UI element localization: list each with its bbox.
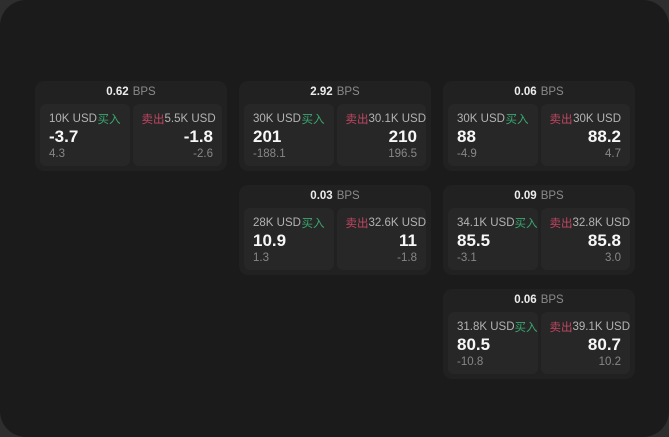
quote-card[interactable]: 0.06 BPS 31.8K USD 买入 80.5 -10.8 卖出 39.1… — [443, 289, 635, 379]
sell-sub-value: 196.5 — [388, 148, 417, 160]
bps-unit-label: BPS — [132, 86, 156, 98]
bps-unit-label: BPS — [336, 190, 360, 202]
bps-unit-label: BPS — [540, 294, 564, 306]
bps-value: 0.03 — [310, 190, 333, 202]
card-body: 30K USD 买入 201 -188.1 卖出 30.1K USD 210 1… — [244, 104, 426, 166]
buy-tag-label: 买入 — [301, 114, 325, 126]
buy-sub-value: -4.9 — [457, 148, 477, 160]
buy-panel[interactable]: 30K USD 买入 88 -4.9 — [448, 104, 538, 166]
card-header: 0.06 BPS — [448, 289, 630, 312]
bps-unit-label: BPS — [540, 190, 564, 202]
bps-value: 0.06 — [514, 86, 537, 98]
sell-price-value: 80.7 — [587, 335, 621, 355]
sell-panel[interactable]: 卖出 39.1K USD 80.7 10.2 — [540, 312, 631, 374]
sell-tag-label: 卖出 — [549, 322, 573, 334]
sell-price-value: 88.2 — [587, 127, 621, 147]
bps-value: 2.92 — [310, 86, 333, 98]
card-body: 28K USD 买入 10.9 1.3 卖出 32.6K USD 11 -1.8 — [244, 208, 426, 270]
sell-amount-label: 30.1K USD — [368, 113, 427, 125]
card-body: 30K USD 买入 88 -4.9 卖出 30K USD 88.2 4.7 — [448, 104, 630, 166]
bps-value: 0.09 — [514, 190, 537, 202]
sell-amount-label: 30K USD — [573, 113, 621, 125]
sell-price-value: 11 — [399, 231, 417, 251]
buy-price-value: -3.7 — [49, 127, 79, 147]
buy-sub-value: 1.3 — [253, 252, 269, 264]
bps-unit-label: BPS — [540, 86, 564, 98]
bps-unit-label: BPS — [336, 86, 360, 98]
sell-tag-label: 卖出 — [549, 218, 573, 230]
sell-sub-value: 10.2 — [598, 356, 621, 368]
buy-amount-label: 10K USD — [49, 113, 97, 125]
sell-price-value: 85.8 — [587, 231, 621, 251]
sell-sub-value: -2.6 — [193, 148, 213, 160]
buy-tag-label: 买入 — [514, 322, 538, 334]
sell-tag-label: 卖出 — [345, 218, 369, 230]
sell-amount-label: 32.6K USD — [368, 217, 427, 229]
sell-tag-label: 卖出 — [345, 114, 369, 126]
sell-amount-label: 5.5K USD — [164, 113, 216, 125]
quote-card[interactable]: 0.06 BPS 30K USD 买入 88 -4.9 卖出 30K USD 8… — [443, 81, 635, 171]
sell-price-value: 210 — [388, 127, 417, 147]
card-body: 31.8K USD 买入 80.5 -10.8 卖出 39.1K USD 80.… — [448, 312, 630, 374]
buy-price-value: 201 — [253, 127, 282, 147]
buy-price-value: 88 — [457, 127, 476, 147]
card-header: 0.06 BPS — [448, 81, 630, 104]
buy-tag-label: 买入 — [97, 114, 121, 126]
buy-amount-label: 30K USD — [457, 113, 505, 125]
buy-price-value: 85.5 — [457, 231, 491, 251]
sell-tag-label: 卖出 — [549, 114, 573, 126]
buy-tag-label: 买入 — [514, 218, 538, 230]
sell-panel[interactable]: 卖出 5.5K USD -1.8 -2.6 — [132, 104, 222, 166]
sell-panel[interactable]: 卖出 32.8K USD 85.8 3.0 — [540, 208, 631, 270]
buy-sub-value: -3.1 — [457, 252, 477, 264]
card-header: 0.03 BPS — [244, 185, 426, 208]
sell-sub-value: -1.8 — [397, 252, 417, 264]
buy-amount-label: 28K USD — [253, 217, 301, 229]
buy-panel[interactable]: 28K USD 买入 10.9 1.3 — [244, 208, 334, 270]
buy-panel[interactable]: 31.8K USD 买入 80.5 -10.8 — [448, 312, 538, 374]
card-header: 2.92 BPS — [244, 81, 426, 104]
sell-panel[interactable]: 卖出 30K USD 88.2 4.7 — [540, 104, 630, 166]
buy-panel[interactable]: 34.1K USD 买入 85.5 -3.1 — [448, 208, 538, 270]
buy-amount-label: 34.1K USD — [457, 217, 515, 229]
buy-amount-label: 30K USD — [253, 113, 301, 125]
sell-tag-label: 卖出 — [141, 114, 165, 126]
sell-sub-value: 4.7 — [605, 148, 621, 160]
sell-amount-label: 39.1K USD — [572, 321, 631, 333]
buy-sub-value: 4.3 — [49, 148, 65, 160]
quote-card[interactable]: 2.92 BPS 30K USD 买入 201 -188.1 卖出 30.1K … — [239, 81, 431, 171]
card-body: 10K USD 买入 -3.7 4.3 卖出 5.5K USD -1.8 -2.… — [40, 104, 222, 166]
quote-card[interactable]: 0.09 BPS 34.1K USD 买入 85.5 -3.1 卖出 32.8K… — [443, 185, 635, 275]
card-body: 34.1K USD 买入 85.5 -3.1 卖出 32.8K USD 85.8… — [448, 208, 630, 270]
buy-tag-label: 买入 — [505, 114, 529, 126]
card-header: 0.62 BPS — [40, 81, 222, 104]
sell-price-value: -1.8 — [183, 127, 213, 147]
buy-sub-value: -10.8 — [457, 356, 484, 368]
buy-price-value: 10.9 — [253, 231, 287, 251]
card-header: 0.09 BPS — [448, 185, 630, 208]
bps-value: 0.06 — [514, 294, 537, 306]
buy-amount-label: 31.8K USD — [457, 321, 515, 333]
quote-card[interactable]: 0.62 BPS 10K USD 买入 -3.7 4.3 卖出 5.5K USD… — [35, 81, 227, 171]
bps-value: 0.62 — [106, 86, 129, 98]
buy-panel[interactable]: 30K USD 买入 201 -188.1 — [244, 104, 334, 166]
buy-panel[interactable]: 10K USD 买入 -3.7 4.3 — [40, 104, 130, 166]
sell-panel[interactable]: 卖出 32.6K USD 11 -1.8 — [336, 208, 427, 270]
sell-sub-value: 3.0 — [605, 252, 621, 264]
sell-panel[interactable]: 卖出 30.1K USD 210 196.5 — [336, 104, 427, 166]
buy-sub-value: -188.1 — [253, 148, 286, 160]
cards-grid: 0.62 BPS 10K USD 买入 -3.7 4.3 卖出 5.5K USD… — [35, 81, 635, 379]
buy-price-value: 80.5 — [457, 335, 491, 355]
buy-tag-label: 买入 — [301, 218, 325, 230]
sell-amount-label: 32.8K USD — [572, 217, 631, 229]
quote-card[interactable]: 0.03 BPS 28K USD 买入 10.9 1.3 卖出 32.6K US… — [239, 185, 431, 275]
